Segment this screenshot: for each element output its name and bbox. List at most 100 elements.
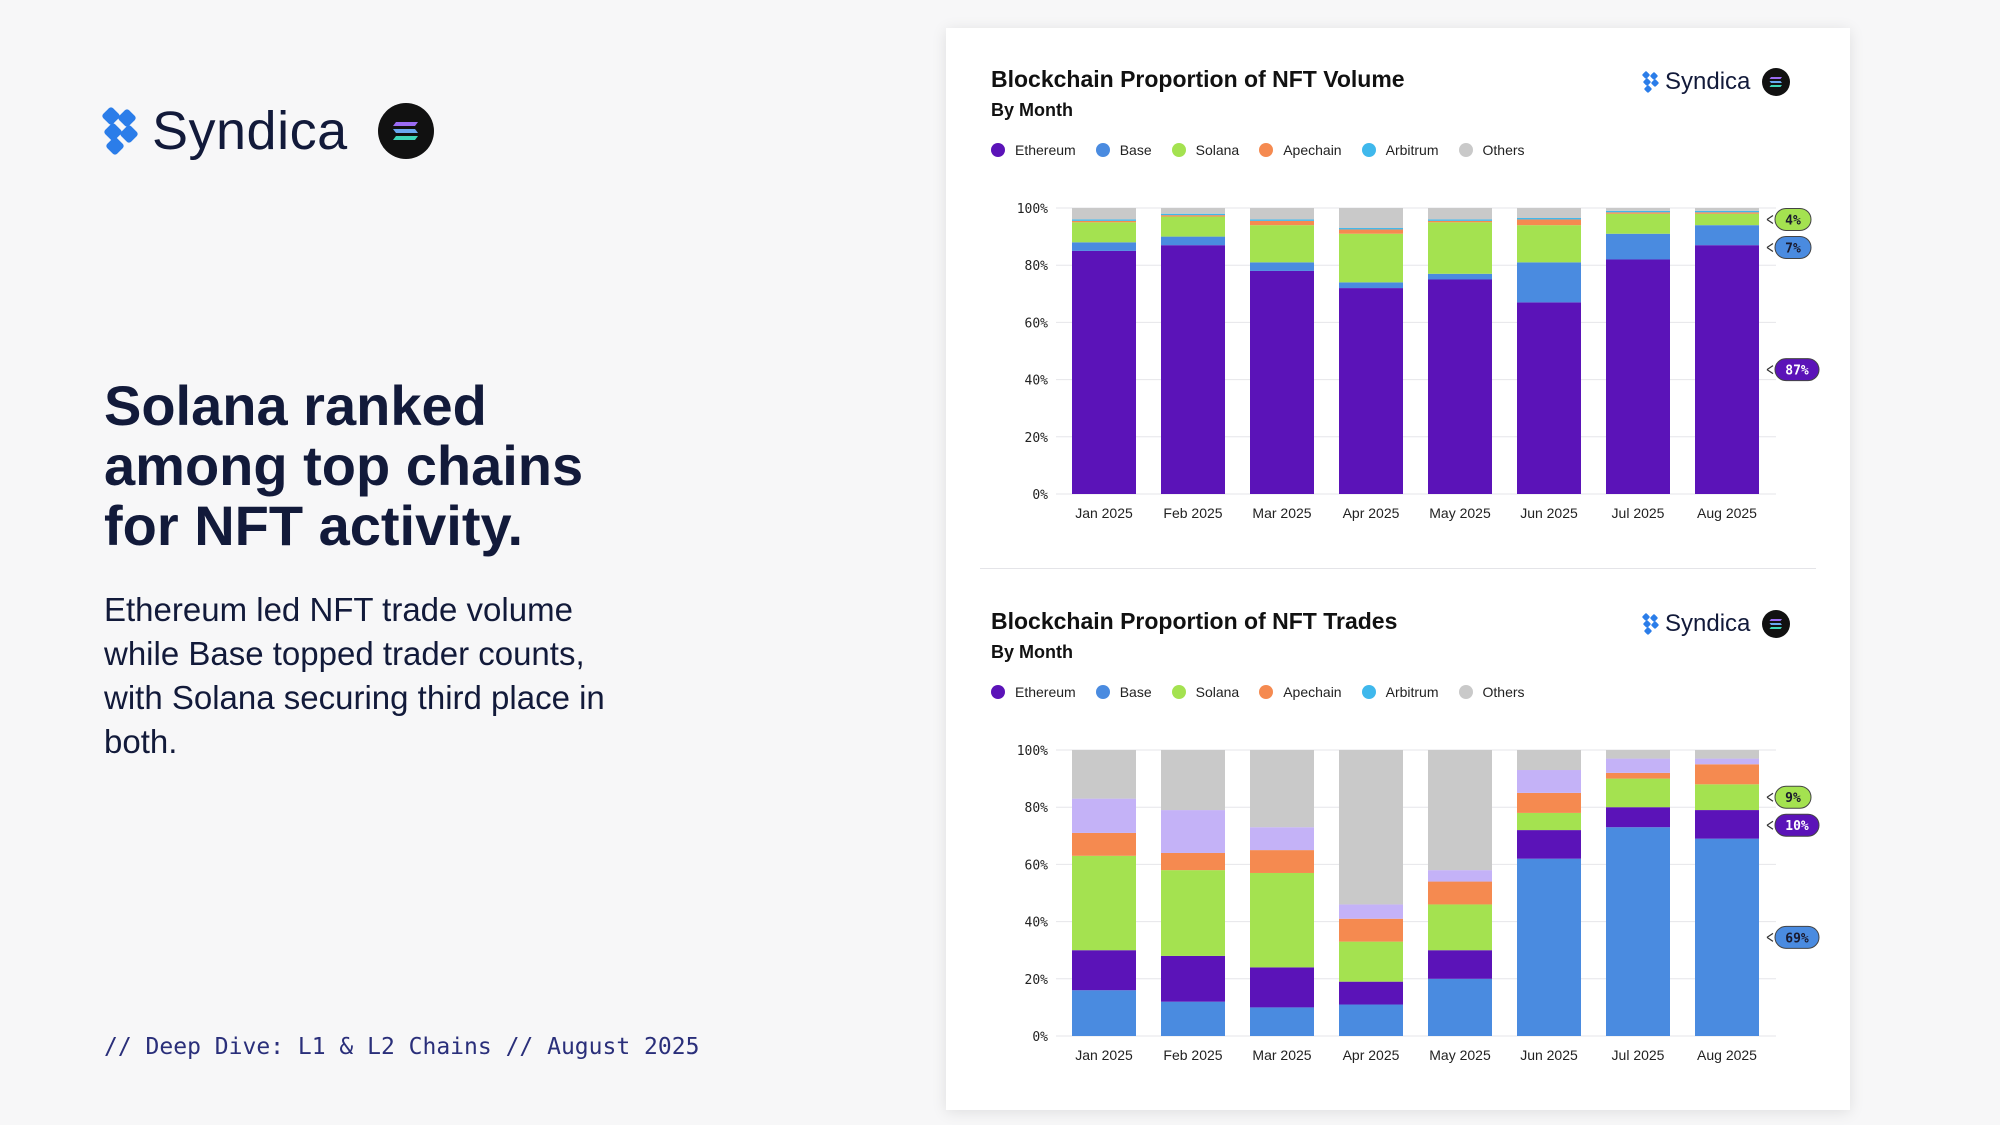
bar-segment-others [1695, 750, 1759, 759]
bar-segment-others [1339, 750, 1403, 905]
bar-segment-base [1606, 233, 1670, 260]
bar-segment-apechain [1339, 918, 1403, 942]
bar-segment-others [1428, 750, 1492, 871]
y-tick-label: 20% [1025, 973, 1049, 988]
bar-segment-base [1161, 236, 1225, 246]
bar-segment-solana [1072, 855, 1136, 951]
x-tick-label: Jun 2025 [1520, 1047, 1578, 1063]
legend-swatch [1095, 143, 1110, 157]
bar-segment-unlabeled [1250, 827, 1314, 851]
legend-item-apechain: Apechain [1259, 684, 1342, 700]
end-label-text: 69% [1785, 931, 1809, 946]
bar-segment-unlabeled [1606, 758, 1670, 773]
legend-swatch [991, 143, 1005, 157]
bar-segment-others [1072, 750, 1136, 799]
bar-segment-ethereum [1339, 288, 1403, 494]
chart-plot-volume: 0% 20% 40% 60% 80% 100% Jan 2025 Feb 2025 Mar 20… [1017, 202, 1820, 521]
bar-segment-solana [1428, 904, 1492, 951]
solana-logo-icon [1762, 68, 1791, 96]
chart-logo: Syndica [1642, 68, 1791, 96]
bar-segment-base [1428, 978, 1492, 1036]
bar-segment-base [1072, 990, 1136, 1036]
x-tick-label: Jul 2025 [1612, 505, 1665, 521]
legend-item-ethereum: Ethereum [991, 684, 1076, 700]
bar-segment-solana [1606, 213, 1670, 234]
legend-label: Others [1482, 684, 1525, 700]
chart-plot-trades: 0% 20% 40% 60% 80% 100% Jan 2025 Feb 2025 Mar 20… [1017, 744, 1820, 1063]
x-tick-label: May 2025 [1429, 1047, 1491, 1063]
end-label-pill [1774, 813, 1820, 837]
bar-segment-solana [1695, 784, 1759, 811]
legend-label: Base [1119, 142, 1152, 158]
x-tick-label: May 2025 [1429, 505, 1491, 521]
legend-swatch [1095, 685, 1110, 699]
legend-label: Ethereum [1015, 684, 1076, 700]
legend-swatch [1259, 143, 1274, 157]
legend-item-solana: Solana [1171, 142, 1239, 158]
y-tick-label: 40% [1025, 374, 1049, 389]
legend-item-others: Others [1458, 684, 1525, 700]
syndica-logo-icon [102, 107, 138, 155]
chart-title: Blockchain Proportion of NFT Volume [991, 66, 1405, 92]
legend-item-apechain: Apechain [1259, 142, 1342, 158]
bar-segment-base [1695, 225, 1759, 246]
bar-segment-ethereum [1606, 807, 1670, 828]
bar-segment-base [1606, 827, 1670, 1036]
bar-segment-unlabeled [1072, 798, 1136, 833]
bar-segment-apechain [1517, 792, 1581, 813]
x-tick-label: Jul 2025 [1612, 1047, 1665, 1063]
legend-swatch [1171, 685, 1186, 699]
legend-swatch [1458, 143, 1473, 157]
charts-card: Blockchain Proportion of NFT Volume By M… [946, 28, 1850, 1110]
bar-segment-ethereum [1606, 259, 1670, 494]
bar-segment-ethereum [1428, 950, 1492, 979]
bar-segment-others [1695, 208, 1759, 211]
bar-segment-solana [1250, 872, 1314, 968]
end-label-text: 9% [1785, 791, 1801, 806]
y-tick-label: 60% [1025, 316, 1049, 331]
brand-name: Syndica [152, 101, 348, 161]
bar-segment-arbitrum [1072, 219, 1136, 221]
x-tick-label: Aug 2025 [1697, 1047, 1757, 1063]
bar-segment-apechain [1250, 850, 1314, 873]
bar-segment-solana [1606, 778, 1670, 808]
bar-segment-arbitrum [1517, 218, 1581, 220]
bar-segment-base [1517, 262, 1581, 303]
y-tick-label: 20% [1025, 431, 1049, 446]
legend-swatch [1361, 685, 1376, 699]
bar-segment-ethereum [1428, 279, 1492, 494]
legend-label: Arbitrum [1385, 142, 1439, 158]
chart-subtitle: By Month [991, 642, 1073, 662]
bar-segment-arbitrum [1339, 228, 1403, 230]
x-tick-label: Feb 2025 [1163, 1047, 1222, 1063]
end-label-arrow [1766, 242, 1774, 252]
legend-item-base: Base [1095, 142, 1152, 158]
bar-segment-ethereum [1250, 270, 1314, 494]
chart-logo-name: Syndica [1665, 610, 1751, 637]
bar-segment-unlabeled [1695, 758, 1759, 765]
headline: Solana ranked among top chains for NFT a… [104, 374, 584, 557]
x-tick-label: Jun 2025 [1520, 505, 1578, 521]
bar-segment-apechain [1428, 881, 1492, 905]
bar-segment-ethereum [1161, 955, 1225, 1002]
legend-item-base: Base [1095, 684, 1152, 700]
bar-segment-apechain [1517, 219, 1581, 226]
end-label-pill [1774, 925, 1820, 949]
end-label-pill [1774, 207, 1812, 231]
bar-segment-arbitrum [1428, 219, 1492, 221]
bar-segment-others [1339, 208, 1403, 229]
legend-label: Arbitrum [1385, 684, 1439, 700]
legend-label: Others [1482, 142, 1525, 158]
bar-segment-apechain [1072, 220, 1136, 223]
x-tick-label: Feb 2025 [1163, 505, 1222, 521]
bar-segment-ethereum [1517, 302, 1581, 494]
bar-segment-base [1161, 1001, 1225, 1036]
bar-segment-apechain [1606, 212, 1670, 214]
bar-segment-apechain [1606, 772, 1670, 779]
legend-item-ethereum: Ethereum [991, 142, 1076, 158]
solana-logo-icon [1762, 610, 1791, 638]
bar-segment-ethereum [1695, 810, 1759, 839]
bar-segment-unlabeled [1428, 870, 1492, 882]
end-label-arrow [1766, 932, 1774, 942]
footer-tagline: // Deep Dive: L1 & L2 Chains // August 2… [104, 1034, 700, 1060]
